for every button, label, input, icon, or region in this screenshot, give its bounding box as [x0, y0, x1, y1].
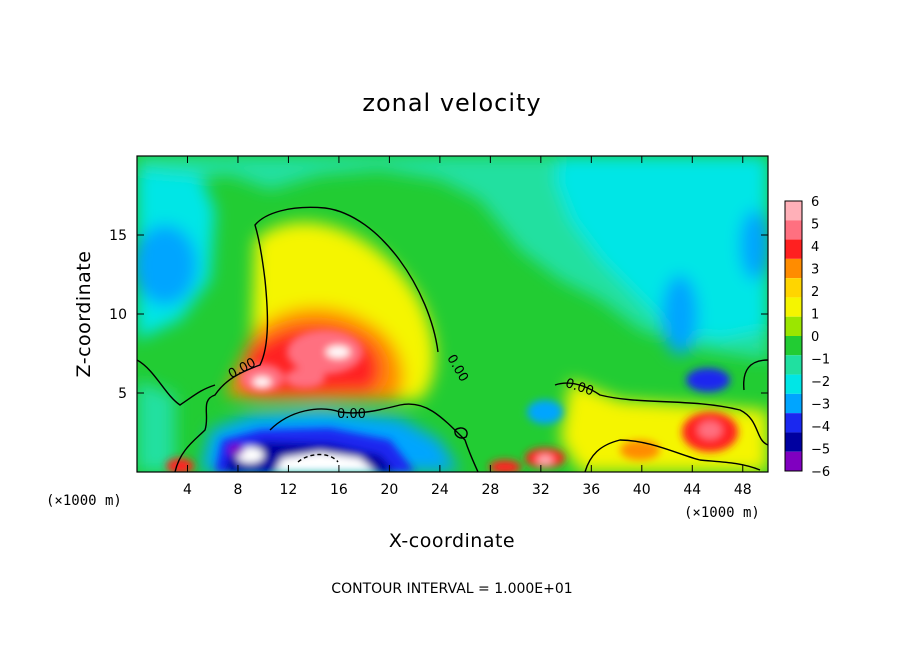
- y-axis-label: Z-coordinate: [73, 251, 95, 378]
- right-cyan-halo: [527, 400, 563, 424]
- x-tick-label: 4: [183, 482, 192, 498]
- lower-right-orange: [620, 440, 660, 460]
- contour-left-edge: [137, 359, 216, 406]
- contour-inner-loop: [269, 403, 479, 472]
- contour-label-2: 0.00: [337, 407, 366, 422]
- right-blue-blob: [686, 368, 730, 392]
- core-pink-3: [285, 368, 325, 388]
- x-tick-label: 32: [532, 482, 550, 498]
- colorbar-swatch: [785, 220, 802, 240]
- contour-small-1: [454, 427, 468, 439]
- colorbar-label: −5: [811, 443, 830, 458]
- colorbar-swatch: [785, 355, 802, 375]
- x-tick-label: 28: [481, 482, 499, 498]
- colorbar-swatch: [785, 393, 802, 414]
- y-tick-label: 10: [109, 307, 127, 323]
- colorbar-swatch: [785, 239, 802, 259]
- x-tick-label: 24: [431, 482, 449, 498]
- zero-contours: [137, 206, 768, 472]
- right-pink-blob: [698, 421, 722, 439]
- colorbar-label: 0: [811, 330, 819, 345]
- colorbar-swatch: [785, 374, 802, 394]
- x-axis-label: X-coordinate: [389, 530, 515, 552]
- y-axis-ticks: 5 10 15: [109, 228, 768, 402]
- x-tick-label: 20: [380, 482, 398, 498]
- x-tick-label: 44: [683, 482, 701, 498]
- colorbar-label: 6: [811, 195, 819, 210]
- plot-area: [137, 156, 768, 472]
- colorbar-swatch: [785, 316, 802, 336]
- neg-core-purple: [228, 444, 244, 456]
- x-tick-label: 8: [233, 482, 242, 498]
- colorbar-label: 3: [811, 263, 819, 278]
- blue-blob-far-right: [740, 210, 768, 280]
- blue-blob-left: [137, 225, 197, 305]
- colorbar-label: −1: [811, 353, 830, 368]
- x-unit-label-right: (×1000 m): [684, 505, 760, 521]
- contour-interval-note: CONTOUR INTERVAL = 1.000E+01: [331, 581, 572, 597]
- field-cyan-lower-left: [137, 380, 175, 472]
- x-tick-label: 16: [330, 482, 348, 498]
- mid-pink-blob: [537, 455, 553, 465]
- x-tick-label: 48: [734, 482, 752, 498]
- contour-right-edge: [743, 359, 768, 391]
- colorbar-label: 5: [811, 218, 819, 233]
- colorbar-label: −4: [811, 420, 830, 435]
- colorbar-swatch: [785, 413, 802, 433]
- x-tick-label: 40: [633, 482, 651, 498]
- x-unit-label-left: (×1000 m): [46, 493, 122, 509]
- contour-lower-right: [584, 439, 761, 472]
- x-axis-ticks: 4 8 12 16 20 24 28 32 36 40 44 48: [183, 156, 752, 498]
- colorbar-swatch: [785, 297, 802, 317]
- contour-neg-dashed: [297, 453, 339, 463]
- colorbar-swatch: [785, 201, 802, 221]
- colorbar-label: 1: [811, 308, 819, 323]
- x-tick-label: 12: [280, 482, 298, 498]
- core-white-1: [326, 346, 350, 358]
- colorbar-swatch: [785, 336, 802, 356]
- y-tick-label: 5: [118, 386, 127, 402]
- contour-right: [554, 382, 768, 446]
- y-tick-label: 15: [109, 228, 127, 244]
- core-white-2: [253, 377, 271, 387]
- colorbar-frame: [784, 200, 803, 472]
- blue-blob-right: [662, 275, 698, 355]
- colorbar-swatch: [785, 278, 802, 298]
- colorbar-label: 4: [811, 240, 819, 255]
- colorbar-swatch: [785, 451, 802, 471]
- colorbar-label: 2: [811, 285, 819, 300]
- neg-core-white: [275, 452, 375, 472]
- chart-title: zonal velocity: [362, 89, 541, 117]
- colorbar: 6 5 4 3 2 1 0 −1 −2 −3 −4 −5 −6: [784, 195, 830, 480]
- core-pink-1: [287, 330, 363, 374]
- contour-main-arch: [174, 206, 439, 472]
- x-tick-label: 36: [582, 482, 600, 498]
- lower-red-blob: [489, 460, 521, 472]
- field-cyan-upper-right: [555, 156, 768, 340]
- colorbar-label: −2: [811, 375, 830, 390]
- colorbar-swatch: [785, 432, 802, 452]
- colorbar-label: −3: [811, 398, 830, 413]
- colorbar-swatch: [785, 258, 802, 279]
- colorbar-label: −6: [811, 465, 830, 480]
